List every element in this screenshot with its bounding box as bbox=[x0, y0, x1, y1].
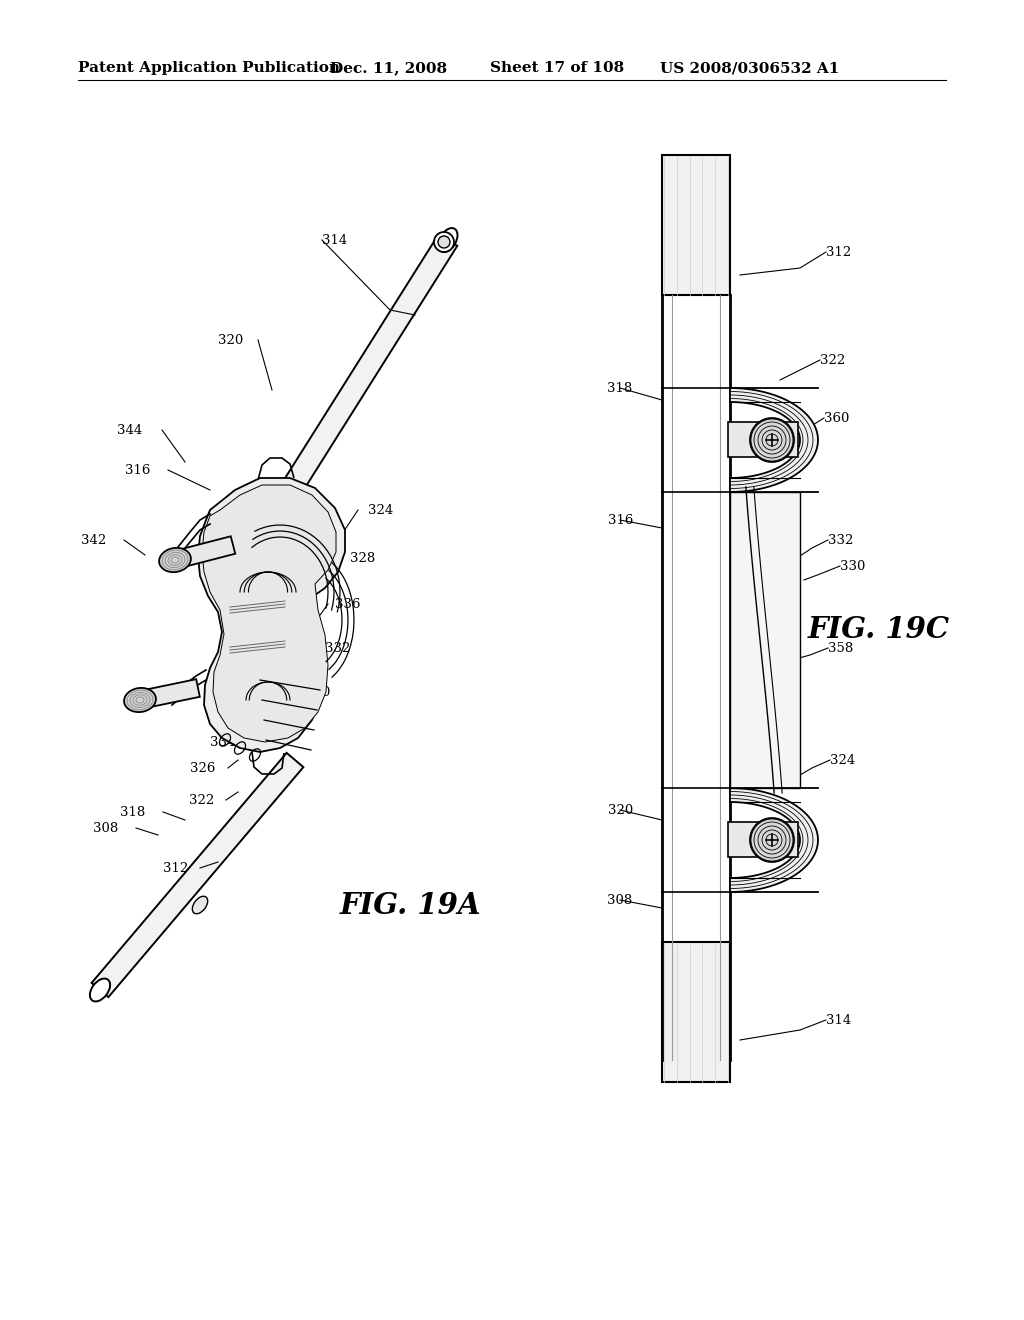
Text: FIG. 19C: FIG. 19C bbox=[808, 615, 950, 644]
Text: 320: 320 bbox=[608, 804, 633, 817]
Text: 328: 328 bbox=[350, 552, 375, 565]
Text: 318: 318 bbox=[607, 381, 632, 395]
Text: 334: 334 bbox=[210, 735, 234, 748]
Bar bbox=[662, 154, 730, 294]
Polygon shape bbox=[730, 788, 818, 892]
Text: 322: 322 bbox=[188, 793, 214, 807]
Bar bbox=[662, 942, 730, 1082]
Bar bbox=[730, 492, 800, 788]
Ellipse shape bbox=[90, 978, 111, 1002]
Text: 314: 314 bbox=[826, 1014, 851, 1027]
Text: Dec. 11, 2008: Dec. 11, 2008 bbox=[330, 61, 447, 75]
Text: 320: 320 bbox=[218, 334, 243, 346]
Text: FIG. 19A: FIG. 19A bbox=[340, 891, 481, 920]
Circle shape bbox=[750, 818, 794, 862]
Text: 360: 360 bbox=[824, 412, 849, 425]
Text: 330: 330 bbox=[305, 685, 331, 698]
Polygon shape bbox=[198, 478, 345, 752]
Ellipse shape bbox=[193, 896, 208, 913]
Text: 330: 330 bbox=[840, 560, 865, 573]
Text: 312: 312 bbox=[163, 862, 188, 874]
Text: 332: 332 bbox=[325, 642, 350, 655]
Text: 344: 344 bbox=[117, 424, 142, 437]
Text: 336: 336 bbox=[335, 598, 360, 610]
Polygon shape bbox=[173, 536, 236, 569]
Ellipse shape bbox=[438, 228, 458, 252]
Text: 316: 316 bbox=[125, 463, 150, 477]
Text: US 2008/0306532 A1: US 2008/0306532 A1 bbox=[660, 61, 840, 75]
Ellipse shape bbox=[159, 548, 190, 572]
Text: 322: 322 bbox=[820, 354, 845, 367]
Text: 358: 358 bbox=[828, 642, 853, 655]
Ellipse shape bbox=[124, 688, 156, 711]
Bar bbox=[728, 422, 798, 457]
Text: 312: 312 bbox=[826, 246, 851, 259]
Text: Patent Application Publication: Patent Application Publication bbox=[78, 61, 340, 75]
Text: 318: 318 bbox=[120, 805, 145, 818]
Polygon shape bbox=[202, 484, 336, 742]
Text: 324: 324 bbox=[368, 503, 393, 516]
Text: 316: 316 bbox=[608, 513, 634, 527]
Circle shape bbox=[434, 232, 454, 252]
Text: 342: 342 bbox=[81, 533, 106, 546]
Polygon shape bbox=[138, 680, 200, 709]
Text: 308: 308 bbox=[93, 821, 118, 834]
Circle shape bbox=[750, 418, 794, 462]
Text: Sheet 17 of 108: Sheet 17 of 108 bbox=[490, 61, 625, 75]
Text: 314: 314 bbox=[322, 234, 347, 247]
Text: 308: 308 bbox=[607, 894, 632, 907]
Polygon shape bbox=[91, 752, 303, 997]
Text: 332: 332 bbox=[828, 533, 853, 546]
Bar bbox=[728, 822, 798, 857]
Polygon shape bbox=[268, 234, 458, 516]
Text: 326: 326 bbox=[189, 762, 215, 775]
Polygon shape bbox=[730, 388, 818, 492]
Text: 324: 324 bbox=[830, 754, 855, 767]
Circle shape bbox=[438, 236, 450, 248]
